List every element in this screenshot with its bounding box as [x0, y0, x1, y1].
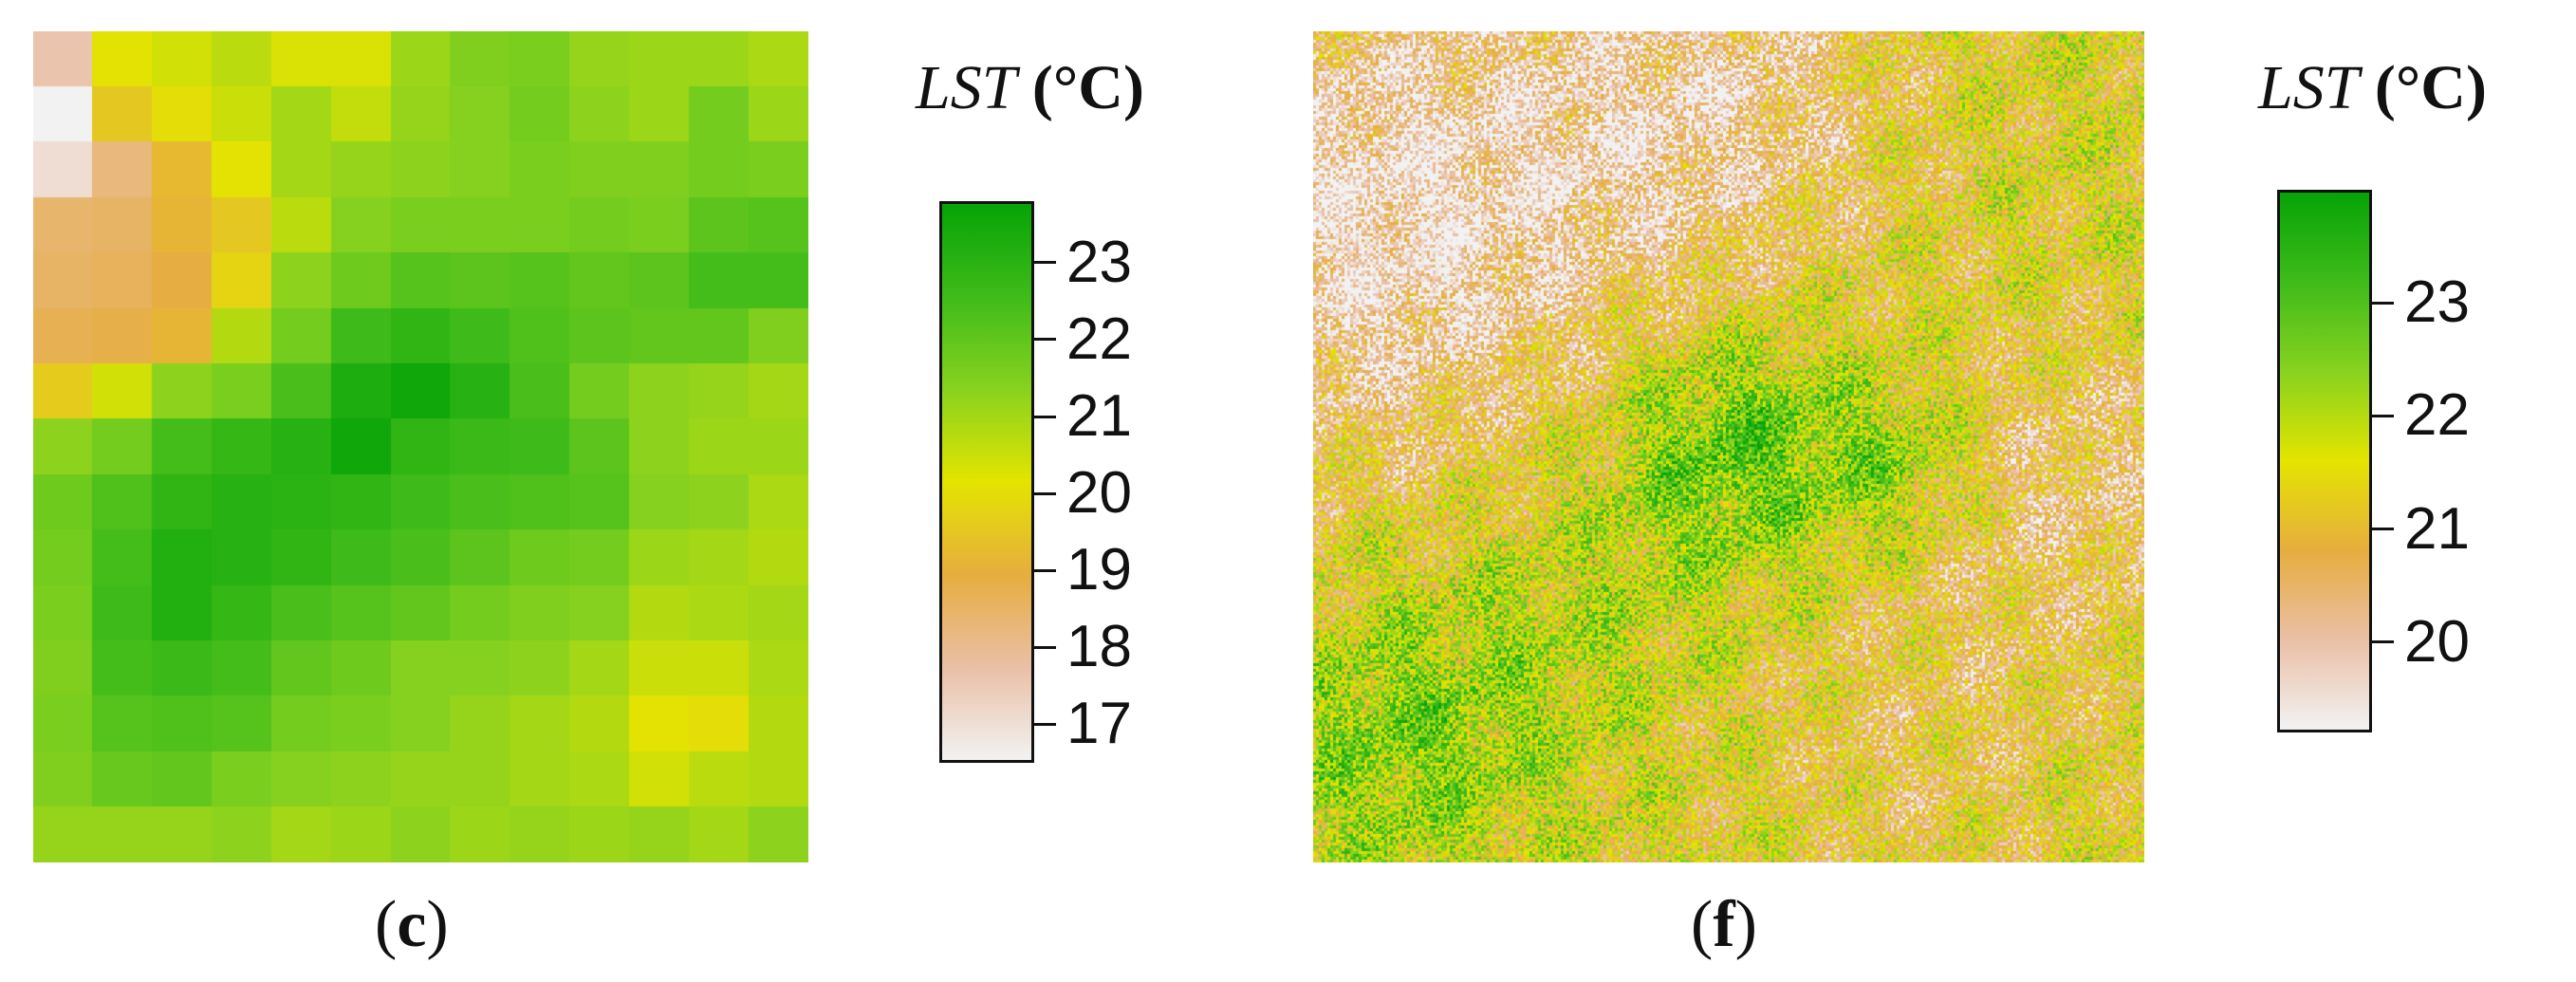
colorbar-tick-label: 20 — [1066, 460, 1132, 527]
colorbar-f — [2277, 190, 2372, 732]
colorbar-tick-label: 21 — [2404, 495, 2470, 562]
lst-heatmap-c-canvas — [33, 31, 808, 862]
lst-heatmap-f-canvas — [1313, 31, 2144, 862]
legend-title-unit-f: (°C) — [2374, 53, 2487, 122]
colorbar-tick-label: 20 — [2404, 608, 2470, 675]
colorbar-tick — [2371, 528, 2394, 530]
legend-title-var-f: LST — [2258, 53, 2360, 122]
colorbar-tick — [1033, 568, 1056, 572]
legend-title-c: LST (°C) — [916, 52, 1144, 124]
colorbar-tick-label: 21 — [1066, 383, 1132, 450]
colorbar-tick — [1033, 722, 1056, 726]
panel-caption-c: (c) — [375, 888, 449, 961]
panel-label-c: c — [397, 888, 427, 961]
colorbar-tick — [1033, 261, 1056, 265]
legend-title-f: LST (°C) — [2258, 52, 2487, 124]
lst-heatmap-c — [33, 31, 808, 862]
legend-title-var-c: LST — [916, 53, 1017, 122]
legend-title-unit-c: (°C) — [1031, 53, 1144, 122]
colorbar-tick-label: 23 — [2404, 269, 2470, 336]
colorbar-c — [939, 201, 1034, 763]
panel-label-f: f — [1713, 888, 1735, 961]
colorbar-tick — [1033, 491, 1056, 495]
colorbar-tick-label: 19 — [1066, 537, 1132, 603]
colorbar-tick — [1033, 415, 1056, 418]
colorbar-tick — [2371, 414, 2394, 417]
colorbar-tick — [1033, 338, 1056, 342]
colorbar-tick-label: 18 — [1066, 614, 1132, 680]
colorbar-tick — [1033, 645, 1056, 649]
colorbar-tick — [2371, 301, 2394, 305]
colorbar-tick-label: 22 — [2404, 382, 2470, 449]
colorbar-tick-label: 23 — [1066, 229, 1132, 295]
colorbar-tick-label: 17 — [1066, 691, 1132, 757]
panel-caption-f: (f) — [1691, 888, 1757, 961]
colorbar-tick-label: 22 — [1066, 306, 1132, 372]
colorbar-tick — [2371, 640, 2394, 644]
lst-heatmap-f — [1313, 31, 2144, 862]
